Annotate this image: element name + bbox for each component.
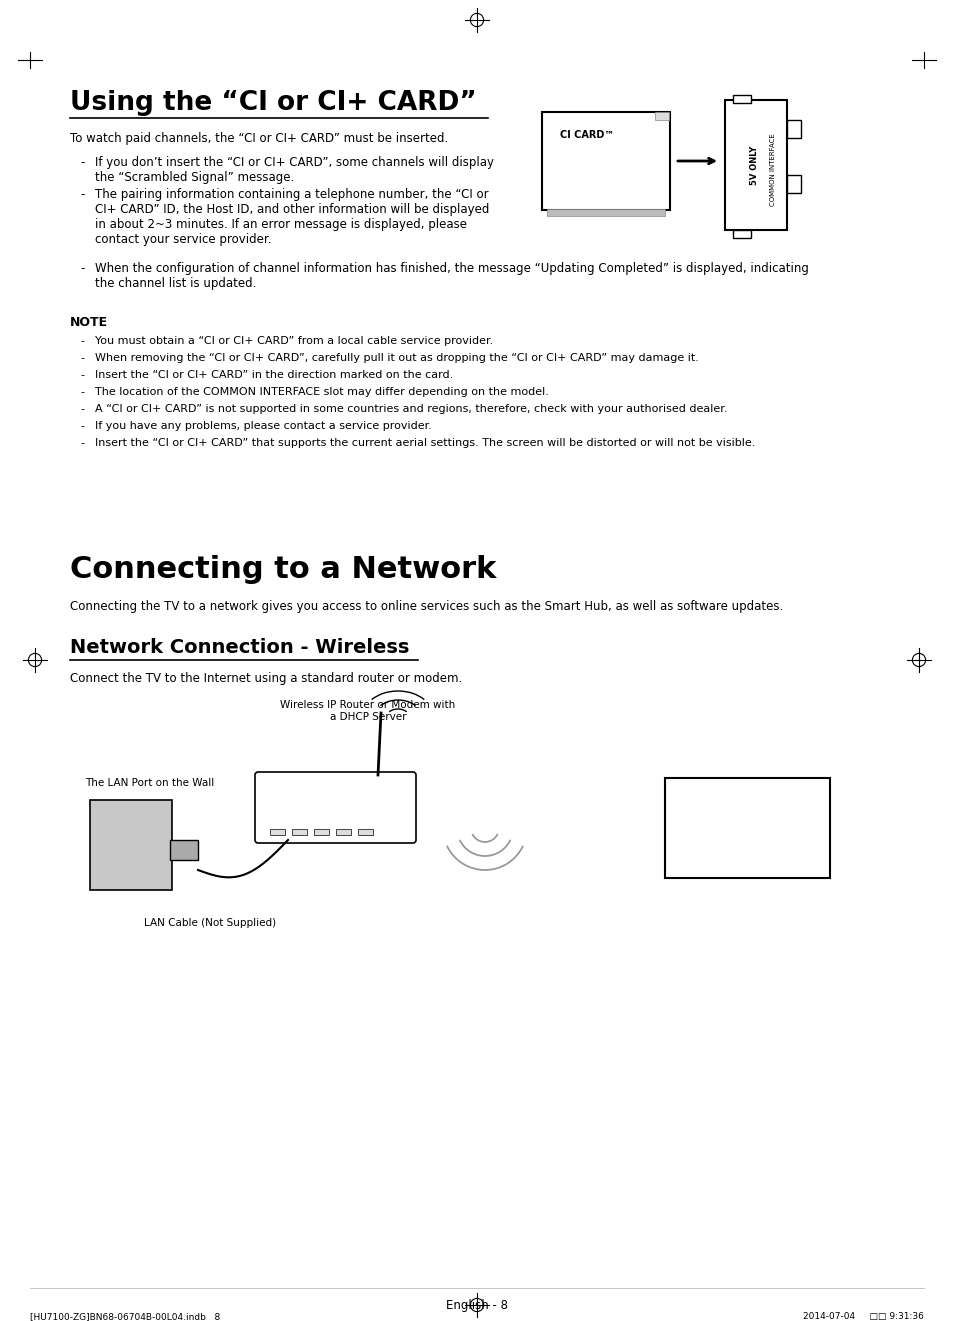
Bar: [655, 112, 668, 120]
Text: Connecting to a Network: Connecting to a Network: [70, 555, 496, 584]
Text: A “CI or CI+ CARD” is not supported in some countries and regions, therefore, ch: A “CI or CI+ CARD” is not supported in s…: [95, 404, 727, 413]
Text: If you have any problems, please contact a service provider.: If you have any problems, please contact…: [95, 421, 432, 431]
Bar: [314, 830, 329, 835]
Text: COMMON INTERFACE: COMMON INTERFACE: [769, 133, 775, 206]
Text: To watch paid channels, the “CI or CI+ CARD” must be inserted.: To watch paid channels, the “CI or CI+ C…: [70, 132, 448, 145]
Text: -: -: [80, 188, 84, 201]
Text: Insert the “CI or CI+ CARD” in the direction marked on the card.: Insert the “CI or CI+ CARD” in the direc…: [95, 370, 453, 380]
Text: Wireless IP Router or Modem with
a DHCP Server: Wireless IP Router or Modem with a DHCP …: [280, 700, 456, 721]
Text: Using the “CI or CI+ CARD”: Using the “CI or CI+ CARD”: [70, 90, 476, 116]
Text: Connect the TV to the Internet using a standard router or modem.: Connect the TV to the Internet using a s…: [70, 672, 462, 686]
Text: The pairing information containing a telephone number, the “CI or
CI+ CARD” ID, : The pairing information containing a tel…: [95, 188, 489, 246]
Bar: [732, 95, 750, 103]
Text: If you don’t insert the “CI or CI+ CARD”, some channels will display
the “Scramb: If you don’t insert the “CI or CI+ CARD”…: [95, 156, 494, 184]
Text: Network Connection - Wireless: Network Connection - Wireless: [70, 638, 409, 657]
Text: CI CARD™: CI CARD™: [559, 129, 614, 140]
Text: 2014-07-04     □□ 9:31:36: 2014-07-04 □□ 9:31:36: [802, 1312, 923, 1321]
Bar: [90, 801, 172, 890]
Text: -: -: [80, 421, 84, 431]
Text: When the configuration of channel information has finished, the message “Updatin: When the configuration of channel inform…: [95, 262, 808, 291]
Text: Connecting the TV to a network gives you access to online services such as the S: Connecting the TV to a network gives you…: [70, 600, 782, 613]
Bar: [664, 778, 829, 878]
Bar: [270, 830, 285, 835]
Text: You must obtain a “CI or CI+ CARD” from a local cable service provider.: You must obtain a “CI or CI+ CARD” from …: [95, 336, 493, 346]
Text: LAN Cable (Not Supplied): LAN Cable (Not Supplied): [144, 918, 275, 927]
Text: When removing the “CI or CI+ CARD”, carefully pull it out as dropping the “CI or: When removing the “CI or CI+ CARD”, care…: [95, 353, 699, 363]
Bar: [786, 174, 801, 193]
Text: English - 8: English - 8: [446, 1299, 507, 1312]
Bar: [335, 830, 351, 835]
Bar: [786, 120, 801, 137]
Bar: [357, 830, 373, 835]
Text: [HU7100-ZG]BN68-06704B-00L04.indb   8: [HU7100-ZG]BN68-06704B-00L04.indb 8: [30, 1312, 220, 1321]
Bar: [541, 112, 669, 210]
Text: -: -: [80, 262, 84, 275]
Bar: [546, 209, 664, 217]
Text: Insert the “CI or CI+ CARD” that supports the current aerial settings. The scree: Insert the “CI or CI+ CARD” that support…: [95, 439, 755, 448]
Text: -: -: [80, 370, 84, 380]
Text: -: -: [80, 156, 84, 169]
Text: -: -: [80, 353, 84, 363]
Text: -: -: [80, 336, 84, 346]
Bar: [732, 230, 750, 238]
FancyBboxPatch shape: [254, 771, 416, 843]
Text: The LAN Port on the Wall: The LAN Port on the Wall: [85, 778, 214, 789]
Text: -: -: [80, 404, 84, 413]
Text: -: -: [80, 387, 84, 398]
Bar: [292, 830, 307, 835]
Bar: [724, 100, 786, 230]
Text: 5V ONLY: 5V ONLY: [750, 145, 759, 185]
Bar: [170, 840, 198, 860]
Text: NOTE: NOTE: [70, 316, 108, 329]
Text: -: -: [80, 439, 84, 448]
Text: The location of the COMMON INTERFACE slot may differ depending on the model.: The location of the COMMON INTERFACE slo…: [95, 387, 548, 398]
